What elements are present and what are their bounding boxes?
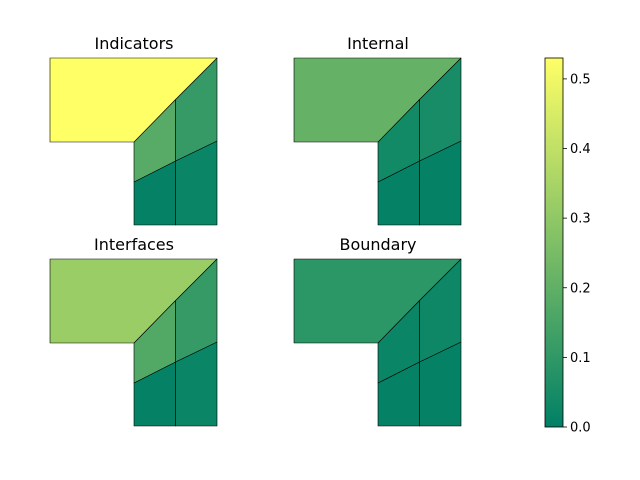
colorbar-tick-label: 0.5 [570, 72, 591, 87]
colorbar-tick-label: 0.2 [570, 281, 591, 296]
panel-boundary: Boundary [293, 235, 462, 427]
colorbar-tick-label: 0.1 [570, 351, 591, 366]
mesh-cell-big [293, 258, 462, 344]
panel-interfaces: Interfaces [49, 235, 218, 427]
colorbar: 0.0 0.1 0.2 0.3 0.4 0.5 [544, 57, 591, 436]
mesh-cell-big [49, 258, 218, 344]
panel-title: Internal [347, 34, 409, 53]
panel-internal: Internal [293, 34, 462, 226]
panel-title: Boundary [339, 235, 416, 254]
panel-title: Indicators [94, 34, 173, 53]
colorbar-tick-label: 0.4 [570, 142, 591, 157]
mesh-cell-big [49, 57, 218, 143]
panel-indicators: Indicators [49, 34, 218, 226]
mesh-cell-big [293, 57, 462, 143]
colorbar-tick-label: 0.3 [570, 212, 591, 227]
colorbar-gradient [544, 57, 564, 428]
colorbar-tick-label: 0.0 [570, 421, 591, 436]
panel-title: Interfaces [94, 235, 174, 254]
